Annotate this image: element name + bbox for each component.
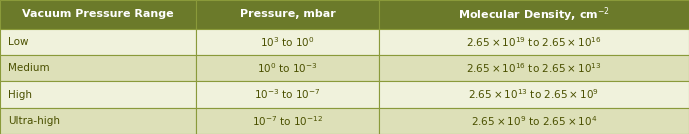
Bar <box>196 81 379 108</box>
Text: $2.65 \times 10^{16}$ to $2.65 \times 10^{13}$: $2.65 \times 10^{16}$ to $2.65 \times 10… <box>466 61 601 75</box>
Bar <box>196 29 379 55</box>
Text: $10^{0}$ to $10^{-3}$: $10^{0}$ to $10^{-3}$ <box>257 61 318 75</box>
Text: Medium: Medium <box>8 63 50 73</box>
Bar <box>379 55 689 81</box>
Bar <box>0 0 196 29</box>
Text: $10^{-7}$ to $10^{-12}$: $10^{-7}$ to $10^{-12}$ <box>252 114 323 128</box>
Text: $2.65 \times 10^{13}$ to $2.65 \times 10^{9}$: $2.65 \times 10^{13}$ to $2.65 \times 10… <box>469 88 599 101</box>
Text: Molecular Density, cm$^{-2}$: Molecular Density, cm$^{-2}$ <box>458 5 610 24</box>
Text: $2.65 \times 10^{9}$ to $2.65 \times 10^{4}$: $2.65 \times 10^{9}$ to $2.65 \times 10^… <box>471 114 597 128</box>
Text: Pressure, mbar: Pressure, mbar <box>240 9 336 19</box>
Text: Low: Low <box>8 37 29 47</box>
Text: High: High <box>8 90 32 100</box>
Bar <box>196 0 379 29</box>
Bar <box>0 29 196 55</box>
Bar <box>0 108 196 134</box>
Text: Vacuum Pressure Range: Vacuum Pressure Range <box>22 9 174 19</box>
Bar <box>379 81 689 108</box>
Bar <box>379 0 689 29</box>
Bar <box>196 55 379 81</box>
Bar <box>379 108 689 134</box>
Bar <box>196 108 379 134</box>
Text: $10^{3}$ to $10^{0}$: $10^{3}$ to $10^{0}$ <box>260 35 315 49</box>
Text: $10^{-3}$ to $10^{-7}$: $10^{-3}$ to $10^{-7}$ <box>254 88 321 101</box>
Bar <box>379 29 689 55</box>
Text: Ultra-high: Ultra-high <box>8 116 60 126</box>
Text: $2.65 \times 10^{19}$ to $2.65 \times 10^{16}$: $2.65 \times 10^{19}$ to $2.65 \times 10… <box>466 35 601 49</box>
Bar <box>0 81 196 108</box>
Bar <box>0 55 196 81</box>
